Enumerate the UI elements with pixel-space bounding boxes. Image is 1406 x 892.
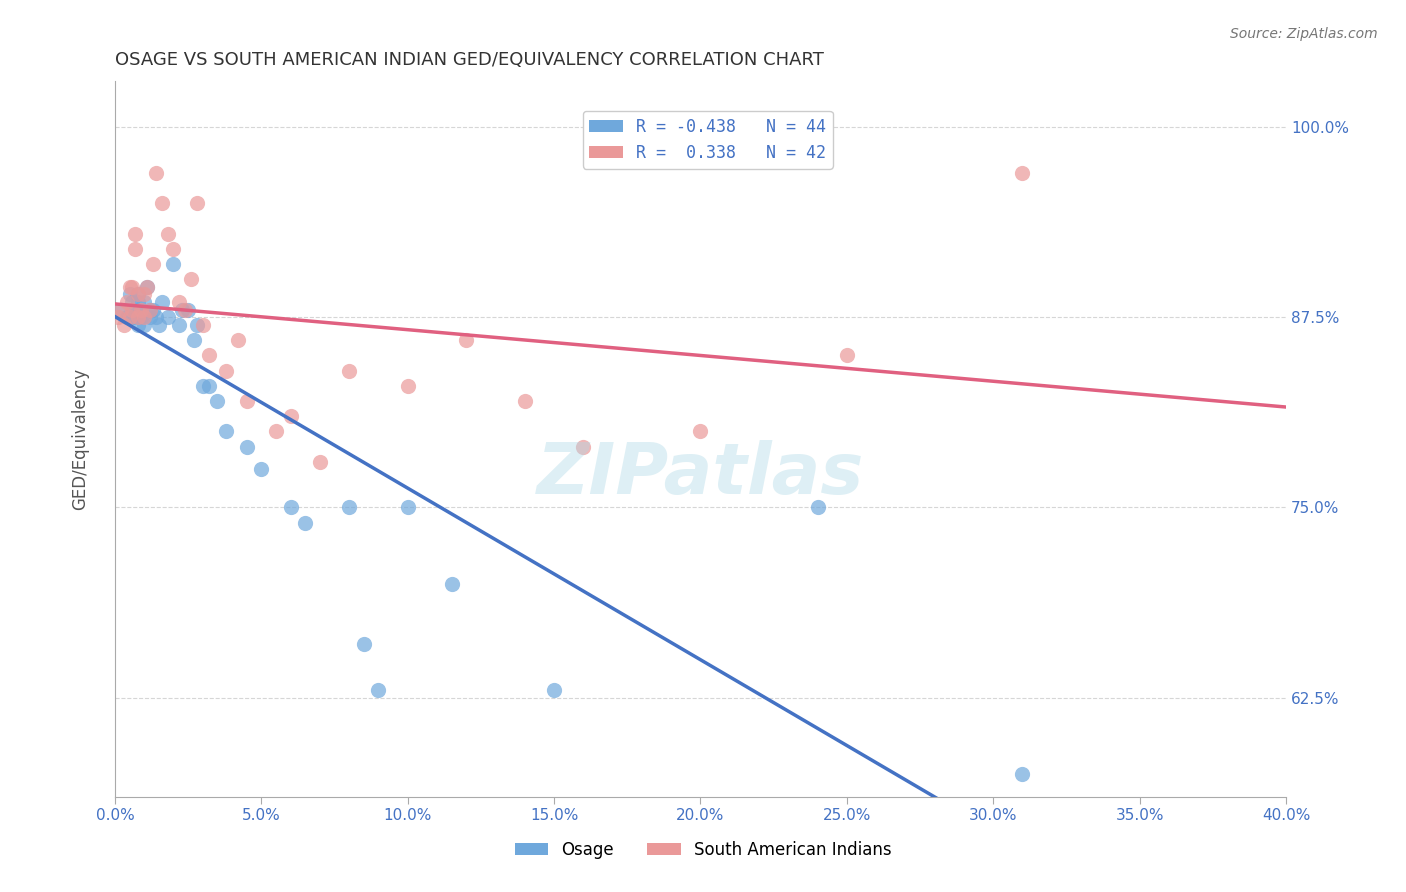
Point — [142, 257, 165, 271]
Point — [572, 440, 595, 454]
Point — [806, 500, 828, 515]
Point — [110, 302, 132, 317]
Point — [1011, 166, 1033, 180]
Point — [118, 280, 141, 294]
Point — [134, 295, 156, 310]
Point — [280, 500, 302, 515]
Point — [177, 302, 200, 317]
Point — [308, 455, 330, 469]
Point — [127, 287, 149, 301]
Point — [124, 227, 146, 241]
Point — [280, 409, 302, 424]
Point — [264, 425, 287, 439]
Point — [107, 310, 129, 325]
Point — [689, 425, 711, 439]
Point — [115, 295, 138, 310]
Point — [112, 318, 135, 332]
Point — [174, 302, 197, 317]
Point — [139, 302, 162, 317]
Point — [127, 295, 149, 310]
Point — [118, 287, 141, 301]
Point — [136, 280, 159, 294]
Point — [215, 425, 238, 439]
Point — [145, 310, 167, 325]
Point — [337, 363, 360, 377]
Point — [134, 310, 156, 325]
Text: ZIPatlas: ZIPatlas — [537, 441, 865, 509]
Point — [129, 310, 152, 325]
Point — [367, 683, 389, 698]
Point — [134, 318, 156, 332]
Point — [150, 295, 173, 310]
Point — [118, 310, 141, 325]
Point — [162, 242, 184, 256]
Point — [543, 683, 565, 698]
Point — [207, 394, 229, 409]
Point — [456, 333, 478, 347]
Point — [150, 196, 173, 211]
Point — [145, 166, 167, 180]
Point — [513, 394, 536, 409]
Point — [191, 318, 214, 332]
Point — [127, 287, 149, 301]
Point — [235, 440, 257, 454]
Point — [169, 295, 191, 310]
Text: OSAGE VS SOUTH AMERICAN INDIAN GED/EQUIVALENCY CORRELATION CHART: OSAGE VS SOUTH AMERICAN INDIAN GED/EQUIV… — [115, 51, 824, 69]
Point — [440, 576, 463, 591]
Point — [110, 302, 132, 317]
Point — [197, 348, 219, 362]
Point — [121, 295, 143, 310]
Point — [115, 310, 138, 325]
Point — [186, 196, 208, 211]
Point — [121, 310, 143, 325]
Point — [294, 516, 316, 530]
Point — [156, 310, 179, 325]
Point — [169, 318, 191, 332]
Point — [121, 302, 143, 317]
Point — [124, 302, 146, 317]
Point — [197, 378, 219, 392]
Legend: Osage, South American Indians: Osage, South American Indians — [508, 835, 898, 866]
Point — [139, 310, 162, 325]
Point — [235, 394, 257, 409]
Point — [183, 333, 205, 347]
Text: Source: ZipAtlas.com: Source: ZipAtlas.com — [1230, 27, 1378, 41]
Point — [127, 318, 149, 332]
Point — [129, 302, 152, 317]
Y-axis label: GED/Equivalency: GED/Equivalency — [72, 368, 89, 510]
Point — [396, 500, 419, 515]
Legend: R = -0.438   N = 44, R =  0.338   N = 42: R = -0.438 N = 44, R = 0.338 N = 42 — [582, 112, 832, 169]
Point — [129, 302, 152, 317]
Point — [124, 242, 146, 256]
Point — [835, 348, 858, 362]
Point — [148, 318, 170, 332]
Point — [121, 280, 143, 294]
Point — [124, 310, 146, 325]
Point — [142, 302, 165, 317]
Point — [134, 287, 156, 301]
Point — [1011, 767, 1033, 781]
Point — [337, 500, 360, 515]
Point — [186, 318, 208, 332]
Point — [191, 378, 214, 392]
Point — [353, 638, 375, 652]
Point — [136, 280, 159, 294]
Point — [172, 302, 194, 317]
Point — [162, 257, 184, 271]
Point — [180, 272, 202, 286]
Point — [396, 378, 419, 392]
Point — [156, 227, 179, 241]
Point — [250, 462, 273, 476]
Point — [226, 333, 249, 347]
Point — [127, 310, 149, 325]
Point — [139, 302, 162, 317]
Point — [215, 363, 238, 377]
